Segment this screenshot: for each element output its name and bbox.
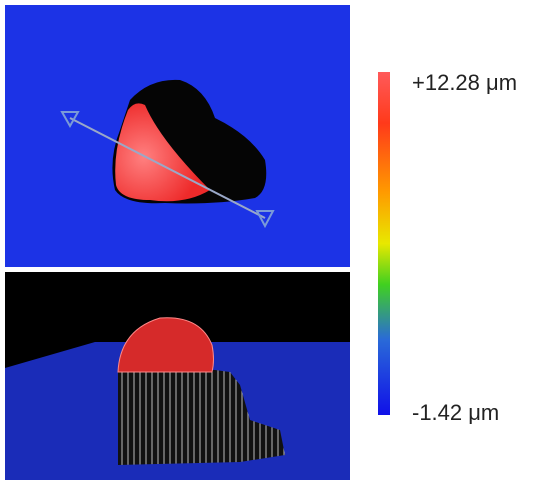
colorbar [378,72,390,415]
top-view-image [5,5,350,267]
sample-wall [118,370,285,465]
colorbar-min-label: -1.42 μm [412,400,499,425]
3d-view-image [5,272,350,480]
colorbar-max-label: +12.28 μm [412,70,517,95]
profile-line [69,117,266,219]
profile-marker [255,210,275,229]
sample-top [117,317,214,373]
profile-marker [60,111,80,129]
